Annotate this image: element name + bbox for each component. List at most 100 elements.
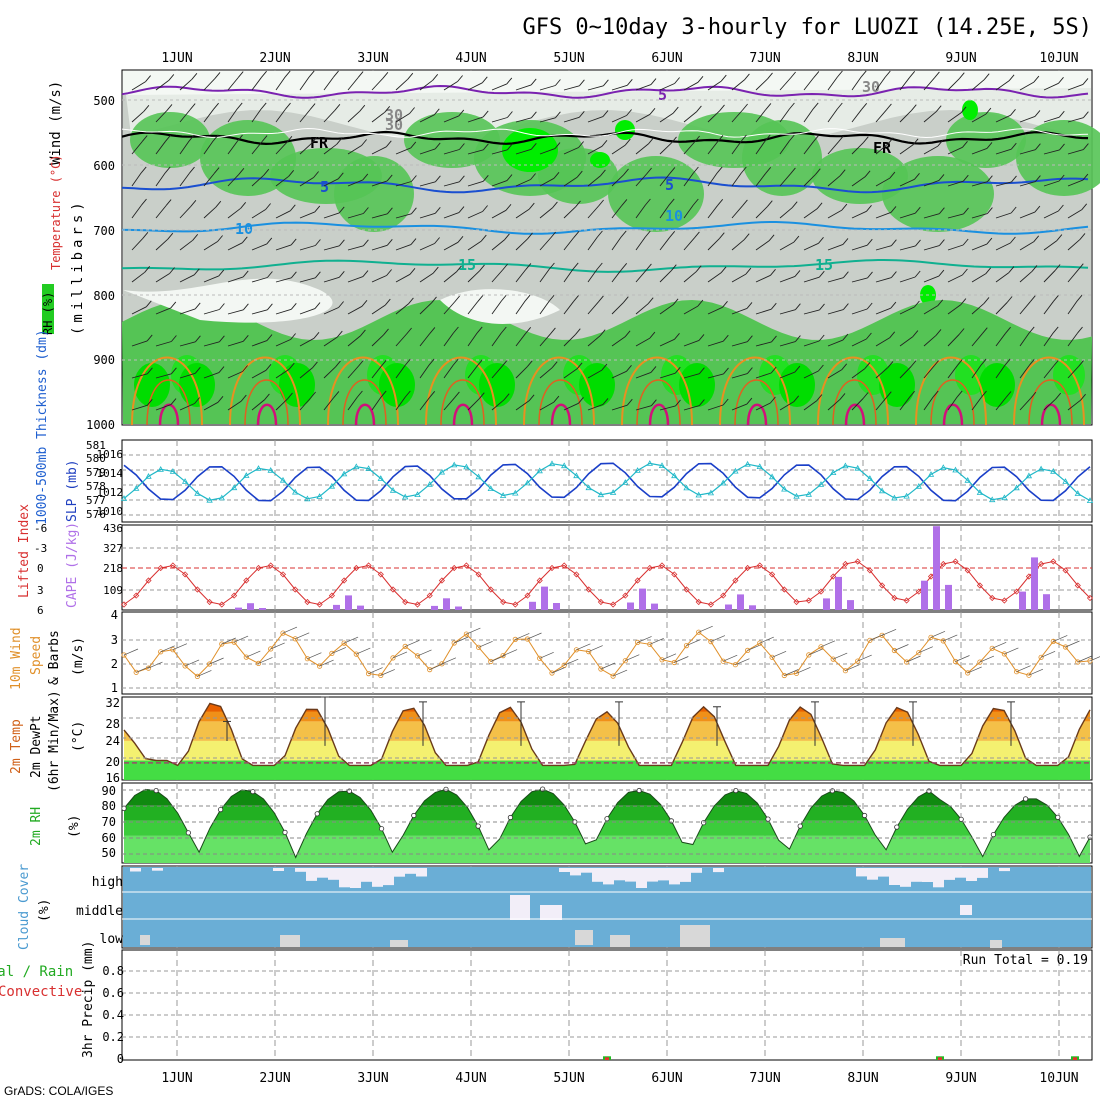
- wind-barb: [851, 244, 868, 251]
- cloud-high-block: [603, 868, 614, 885]
- wind-barb-flag: [167, 232, 174, 240]
- wind-barb-flag: [528, 394, 535, 402]
- wind-barb: [899, 77, 911, 91]
- thickness-marker: [475, 473, 482, 480]
- wind-barb: [947, 146, 963, 155]
- wind-barb-flag: [193, 268, 200, 276]
- wind-barb: [971, 396, 982, 411]
- lifted-marker: [194, 586, 201, 593]
- lifted-marker: [316, 601, 323, 608]
- wind-barb-flag: [362, 173, 369, 181]
- wind-barb-flag: [338, 271, 345, 278]
- wind-barb: [155, 238, 169, 251]
- wind-barb: [179, 239, 193, 251]
- wind-marker: [341, 640, 347, 646]
- temp-contour-30: [452, 403, 474, 426]
- cloud-high-block: [900, 868, 911, 887]
- wind-barb-flag: [648, 137, 654, 145]
- rh-marker: [797, 823, 803, 829]
- wind-barb: [759, 636, 774, 644]
- lifted-marker: [781, 586, 788, 593]
- wind-marker: [231, 639, 237, 645]
- wind-barb-flag: [574, 328, 581, 335]
- wind-barb-flag: [937, 299, 944, 307]
- wind-barb: [1065, 640, 1080, 648]
- wind-barb-flag: [890, 301, 897, 309]
- lifted-marker: [879, 582, 886, 589]
- wind-barb-flag: [818, 270, 825, 278]
- thickness-marker: [805, 490, 812, 497]
- wind-barb-flag: [145, 75, 151, 82]
- wind-barb: [611, 144, 626, 155]
- wind-barb-flag: [891, 271, 897, 278]
- wind-barb: [539, 177, 555, 187]
- wind-barb: [227, 140, 238, 155]
- wind-barb: [184, 659, 200, 667]
- wind-barb: [251, 309, 268, 315]
- wind-marker: [647, 641, 653, 647]
- wind-barb-flag: [909, 390, 915, 398]
- wind-barb: [539, 207, 553, 219]
- rh-tick-60: 60: [102, 831, 116, 845]
- wind-barb: [947, 78, 960, 91]
- cape-bar: [247, 603, 254, 610]
- cloud-high-block: [922, 868, 933, 882]
- wind-barb: [395, 78, 409, 91]
- lifted-marker: [389, 586, 397, 593]
- wind-barb-flag: [744, 73, 750, 81]
- cloud-high-block: [680, 868, 691, 882]
- wind-barb-flag: [770, 396, 776, 404]
- wind-barb-flag: [980, 358, 987, 366]
- wind-barb-flag: [291, 271, 297, 279]
- wind-barb-flag: [818, 237, 824, 244]
- wind-barb-flag: [385, 140, 392, 148]
- wind-barb: [659, 405, 676, 411]
- thickness-marker: [878, 487, 886, 494]
- wind-marker: [194, 673, 200, 680]
- rh-marker: [218, 806, 224, 813]
- wind-barb: [419, 397, 431, 411]
- wind-barb: [419, 333, 431, 347]
- wind-barb: [490, 655, 505, 662]
- wind-barb: [698, 625, 713, 633]
- wind-barb: [947, 396, 958, 411]
- wind-barb: [1019, 364, 1030, 379]
- cape-bar: [259, 608, 266, 610]
- profile-tick-900: 900: [93, 353, 115, 367]
- wind-barb-flag: [624, 138, 631, 146]
- cloud-high-block: [658, 868, 669, 881]
- thickness-marker: [781, 485, 788, 492]
- lifted-marker: [231, 592, 238, 599]
- wind-barb: [635, 371, 652, 379]
- wind-barb: [371, 213, 388, 219]
- wind-barb: [148, 661, 163, 669]
- thickness-marker: [157, 465, 164, 472]
- wind-barb: [515, 148, 532, 155]
- wind-barb: [539, 237, 551, 251]
- wind-barb-flag: [141, 198, 147, 206]
- wind-barb: [131, 110, 145, 123]
- temp-contour-30: [1040, 403, 1062, 426]
- cloud-level-low: low: [100, 932, 124, 947]
- wind-marker: [891, 647, 898, 654]
- wind-barb: [155, 172, 166, 187]
- wind-barb-flag: [603, 79, 609, 87]
- wind-barb: [467, 332, 478, 347]
- wind-barb-flag: [1035, 143, 1041, 150]
- wind-barb-flag: [866, 205, 872, 212]
- wind-barb: [611, 205, 623, 219]
- wind-barb-flag: [357, 390, 363, 398]
- thickness-marker: [145, 472, 152, 479]
- wind-barb: [731, 239, 745, 251]
- wind-barb-flag: [166, 104, 173, 111]
- wind-barb: [179, 78, 193, 91]
- wind-marker: [500, 652, 506, 659]
- wind-barb-flag: [1076, 294, 1083, 302]
- wind-barb-flag: [699, 399, 705, 406]
- wind-barb-flag: [241, 236, 248, 244]
- wind-barb: [875, 245, 892, 251]
- precip-tick-0: 0: [117, 1052, 124, 1066]
- thickness-marker: [365, 465, 372, 471]
- rh-patch-bright: [615, 120, 635, 140]
- wind-barb-flag: [189, 166, 195, 174]
